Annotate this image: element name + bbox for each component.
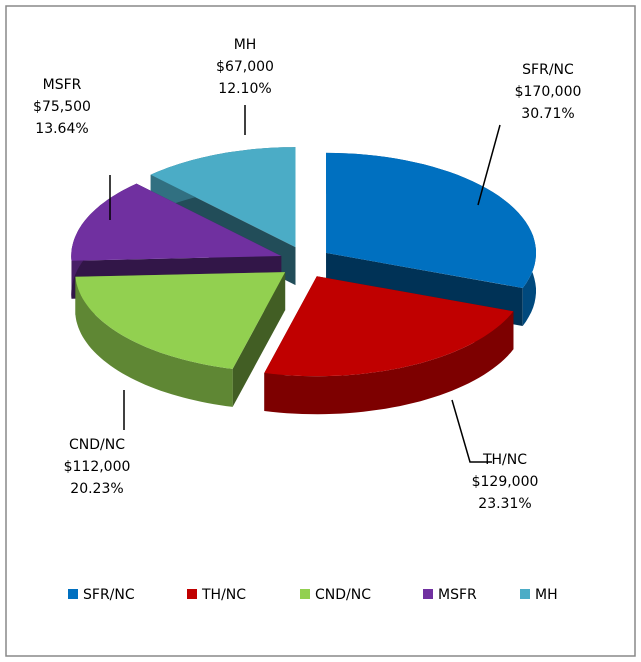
slice bbox=[326, 152, 536, 288]
legend-swatch bbox=[68, 589, 78, 599]
legend-label: MH bbox=[535, 587, 558, 603]
legend-swatch bbox=[423, 589, 433, 599]
slice bbox=[150, 147, 296, 248]
labels: SFR/NC $170,000 30.71% TH/NC $129,000 23.31% C… bbox=[33, 37, 581, 603]
legend-swatch bbox=[520, 589, 530, 599]
legend-label: TH/NC bbox=[201, 587, 246, 603]
legend-swatch bbox=[187, 589, 197, 599]
legend-label: CND/NC bbox=[315, 587, 371, 603]
data-label-percent: 20.23% bbox=[70, 481, 123, 497]
data-label-percent: 13.64% bbox=[35, 121, 88, 137]
data-label-name: MSFR bbox=[43, 77, 82, 93]
slice bbox=[264, 276, 514, 377]
data-label-value: $129,000 bbox=[472, 474, 539, 490]
data-label-percent: 30.71% bbox=[521, 106, 574, 122]
data-label-name: CND/NC bbox=[69, 437, 125, 453]
slice-side bbox=[75, 276, 233, 407]
pie-tops bbox=[71, 147, 536, 377]
data-label-name: TH/NC bbox=[482, 452, 527, 468]
legend-label: SFR/NC bbox=[83, 587, 135, 603]
slice bbox=[75, 272, 286, 369]
leader-line bbox=[451, 399, 492, 463]
legend-label: MSFR bbox=[438, 587, 477, 603]
slice-side bbox=[264, 311, 514, 415]
legend-swatch bbox=[300, 589, 310, 599]
leader-line bbox=[477, 124, 501, 206]
slice bbox=[71, 183, 282, 261]
data-label-value: $112,000 bbox=[64, 459, 131, 475]
data-label-percent: 23.31% bbox=[478, 496, 531, 512]
data-label-value: $75,500 bbox=[33, 99, 91, 115]
data-label-name: MH bbox=[234, 37, 257, 53]
data-label-percent: 12.10% bbox=[218, 81, 271, 97]
data-label-value: $67,000 bbox=[216, 59, 274, 75]
data-label-value: $170,000 bbox=[515, 84, 582, 100]
data-label-name: SFR/NC bbox=[522, 62, 574, 78]
